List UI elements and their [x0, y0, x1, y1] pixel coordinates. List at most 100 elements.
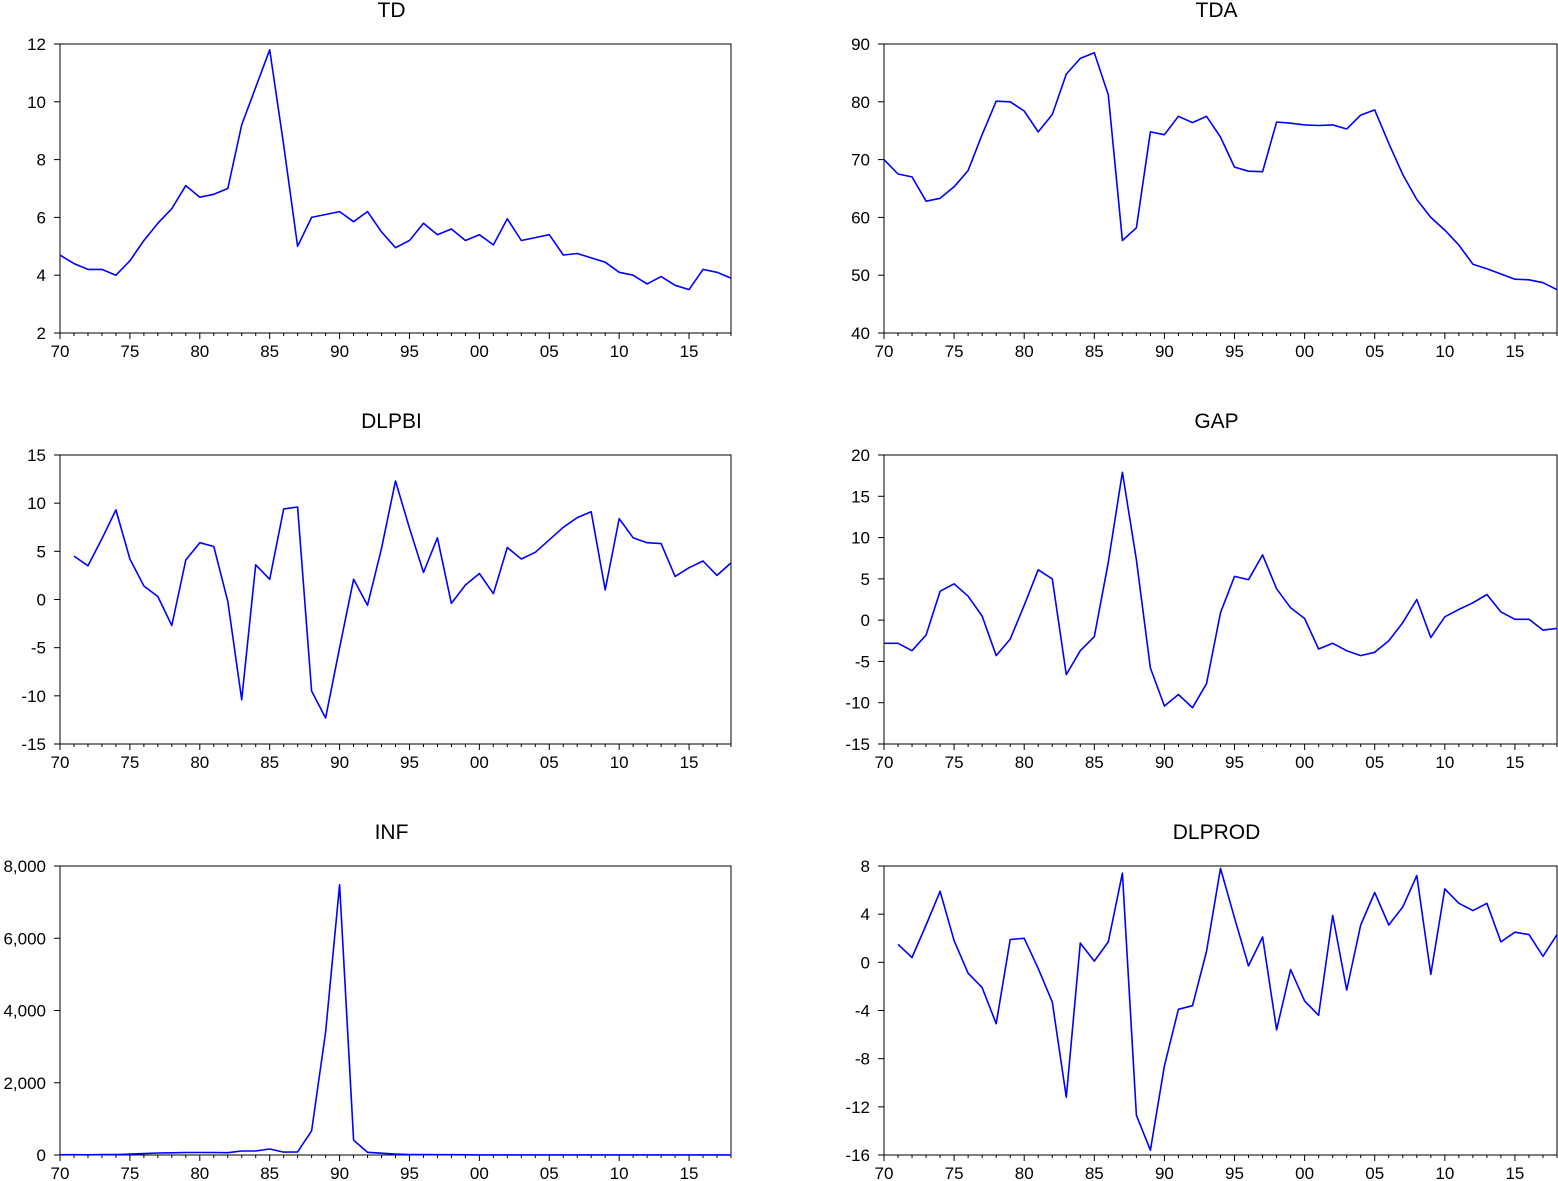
x-tick-label: 00: [1295, 753, 1314, 772]
x-tick-label: 70: [51, 342, 70, 361]
x-tick-label: 15: [1505, 753, 1524, 772]
x-tick-label: 05: [1365, 342, 1384, 361]
y-tick-label: 8: [37, 151, 46, 170]
series-line-inf: [60, 883, 731, 1156]
x-tick-label: 80: [1015, 342, 1034, 361]
y-tick-label: -10: [21, 687, 46, 706]
y-tick-label: 0: [37, 1146, 46, 1165]
plot-frame: [59, 865, 732, 1156]
x-tick-label: 90: [1155, 342, 1174, 361]
series-line-dlpbi: [73, 480, 731, 719]
y-tick-label: -5: [855, 652, 870, 671]
y-tick-label: 4,000: [3, 1002, 46, 1021]
y-tick-label: 10: [27, 93, 46, 112]
plot-frame: [883, 865, 1558, 1156]
y-tick-label: -16: [845, 1146, 870, 1165]
x-tick-label: 85: [260, 342, 279, 361]
series-line-td: [60, 48, 731, 291]
chart-title: GAP: [1194, 410, 1238, 433]
x-tick-label: 85: [1085, 1164, 1104, 1181]
x-tick-label: 05: [1365, 753, 1384, 772]
x-tick-label: 70: [875, 1164, 894, 1181]
chart-td: TD 2 4 6 8 10 12 70 75 80 85 90 95 00 05 10 15: [27, 0, 732, 361]
y-tick-label: 2: [37, 324, 46, 343]
x-tick-label: 05: [540, 753, 559, 772]
y-tick-label: 2,000: [3, 1074, 46, 1093]
x-tick-label: 75: [120, 342, 139, 361]
x-tick-label: 95: [1225, 753, 1244, 772]
x-tick-label: 70: [51, 1164, 70, 1181]
y-tick-label: 4: [861, 905, 870, 924]
y-tick-label: 20: [851, 446, 870, 465]
y-tick-label: 10: [851, 529, 870, 548]
x-tick-label: 85: [260, 1164, 279, 1181]
y-tick-label: 6,000: [3, 929, 46, 948]
x-tick-label: 95: [400, 753, 419, 772]
y-tick-label: 70: [851, 151, 870, 170]
plot-frame: [883, 43, 1558, 334]
x-tick-label: 10: [610, 753, 629, 772]
x-tick-label: 95: [1225, 342, 1244, 361]
chart-title: DLPROD: [1173, 821, 1261, 844]
y-tick-label: 0: [861, 611, 870, 630]
x-tick-label: 85: [1085, 342, 1104, 361]
x-tick-label: 80: [190, 1164, 209, 1181]
x-tick-label: 00: [470, 1164, 489, 1181]
y-tick-label: 15: [851, 487, 870, 506]
y-tick-label: 8: [861, 857, 870, 876]
y-tick-label: 8,000: [3, 857, 46, 876]
x-tick-label: 75: [120, 753, 139, 772]
x-tick-label: 00: [470, 753, 489, 772]
x-tick-label: 10: [610, 1164, 629, 1181]
chart-title: INF: [375, 821, 409, 844]
y-tick-label: 15: [27, 446, 46, 465]
chart-title: DLPBI: [361, 410, 422, 433]
x-tick-label: 15: [680, 342, 699, 361]
chart-title: TDA: [1196, 0, 1238, 22]
chart-title: TD: [378, 0, 406, 22]
x-tick-label: 80: [190, 342, 209, 361]
chart-dlprod: DLPROD -16 -12 -8 -4 0 4 8 70 75 80 85 90 95 00 05 10 15: [845, 821, 1558, 1181]
y-tick-label: 6: [37, 208, 46, 227]
y-tick-label: 0: [861, 953, 870, 972]
x-tick-label: 85: [1085, 753, 1104, 772]
y-tick-label: 10: [27, 494, 46, 513]
x-tick-label: 00: [470, 342, 489, 361]
chart-inf: INF 0 2,000 4,000 6,000 8,000 70 75 80 85 90 95 00 05…: [3, 821, 732, 1181]
y-tick-label: 50: [851, 266, 870, 285]
y-tick-label: 5: [37, 542, 46, 561]
x-tick-label: 75: [945, 342, 964, 361]
x-tick-label: 70: [51, 753, 70, 772]
y-tick-label: -8: [855, 1050, 870, 1069]
y-tick-label: 80: [851, 93, 870, 112]
y-tick-label: 40: [851, 324, 870, 343]
y-tick-label: 0: [37, 591, 46, 610]
y-tick-label: -12: [845, 1098, 870, 1117]
x-tick-label: 10: [1435, 1164, 1454, 1181]
y-tick-label: -10: [845, 694, 870, 713]
x-tick-label: 95: [1225, 1164, 1244, 1181]
x-tick-label: 80: [190, 753, 209, 772]
x-tick-label: 95: [400, 1164, 419, 1181]
x-tick-label: 90: [330, 342, 349, 361]
y-tick-label: -15: [845, 735, 870, 754]
y-tick-label: -4: [855, 1002, 870, 1021]
y-tick-label: -5: [31, 639, 46, 658]
x-tick-label: 00: [1295, 1164, 1314, 1181]
y-tick-label: 4: [37, 266, 46, 285]
y-tick-label: 5: [861, 570, 870, 589]
x-tick-label: 05: [540, 342, 559, 361]
x-tick-label: 75: [945, 753, 964, 772]
series-line-gap: [884, 471, 1557, 709]
x-tick-label: 90: [330, 1164, 349, 1181]
plot-frame: [59, 454, 732, 745]
x-tick-label: 10: [1435, 342, 1454, 361]
x-tick-label: 85: [260, 753, 279, 772]
x-tick-label: 90: [1155, 753, 1174, 772]
x-tick-label: 15: [1505, 342, 1524, 361]
x-tick-label: 70: [875, 753, 894, 772]
x-tick-label: 90: [330, 753, 349, 772]
y-tick-label: 12: [27, 35, 46, 54]
